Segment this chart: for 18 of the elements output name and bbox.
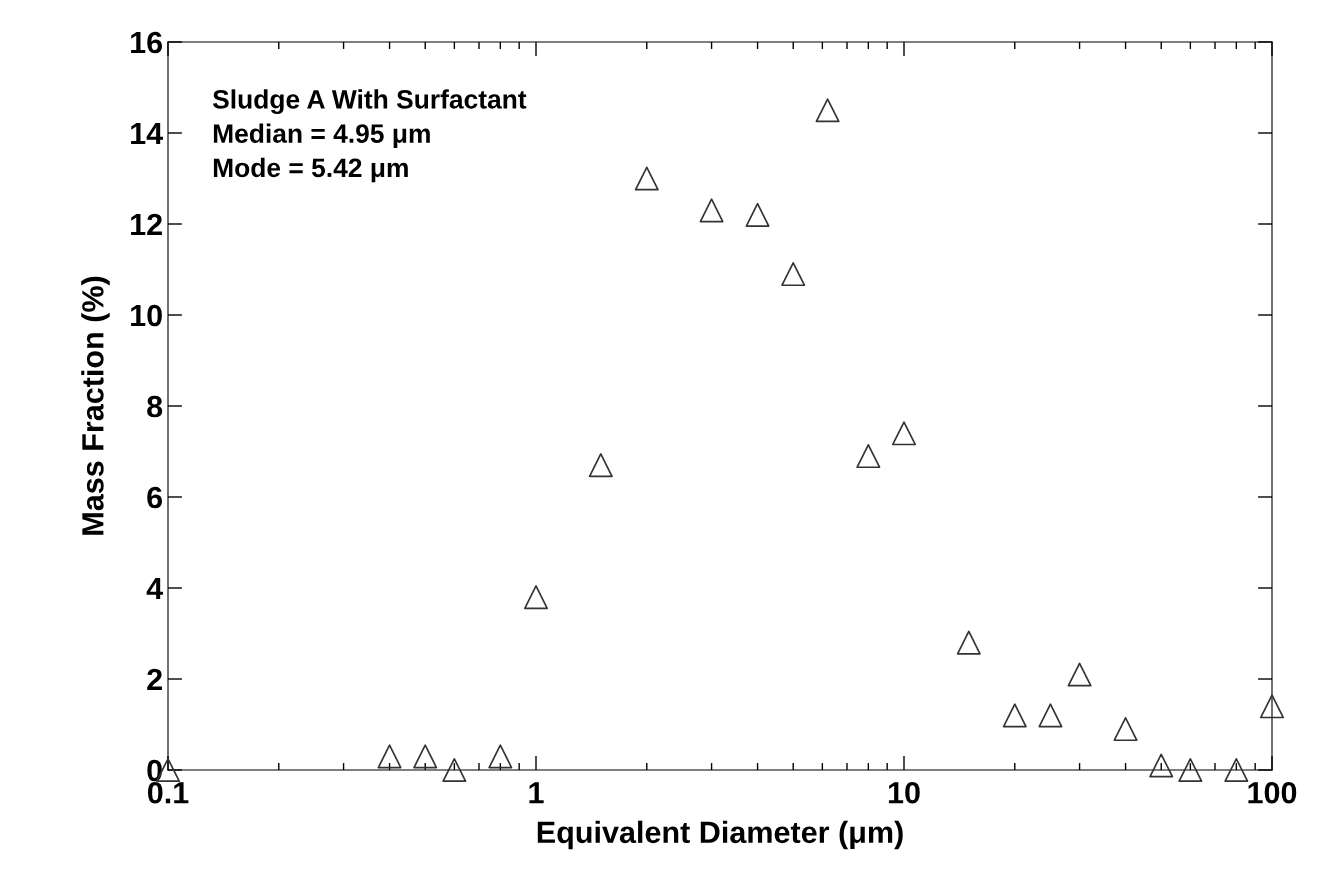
y-tick-label: 12 [131, 213, 162, 236]
y-tick-label: 16 [131, 31, 163, 54]
y-tick-label: 8 [147, 395, 163, 418]
annotation: Sludge A With Surfactant [212, 89, 527, 115]
x-axis-title: Equivalent Diameter (μm) [537, 820, 903, 850]
y-axis-title: Mass Fraction (%) [81, 276, 110, 535]
annotation: Median = 4.95 μm [213, 123, 430, 149]
y-tick-label: 4 [146, 578, 163, 600]
y-tick-label: 6 [147, 486, 163, 509]
y-tick-label: 0 [147, 759, 162, 782]
x-tick-label: 10 [888, 781, 920, 804]
y-tick-label: 2 [147, 668, 162, 691]
x-tick-label: 100 [1248, 781, 1297, 804]
x-tick-label: 0.1 [147, 781, 189, 804]
annotation: Mode = 5.42 μm [213, 157, 408, 183]
y-tick-label: 10 [131, 304, 162, 327]
y-tick-label: 14 [131, 123, 163, 145]
x-tick-label: 1 [529, 782, 544, 804]
